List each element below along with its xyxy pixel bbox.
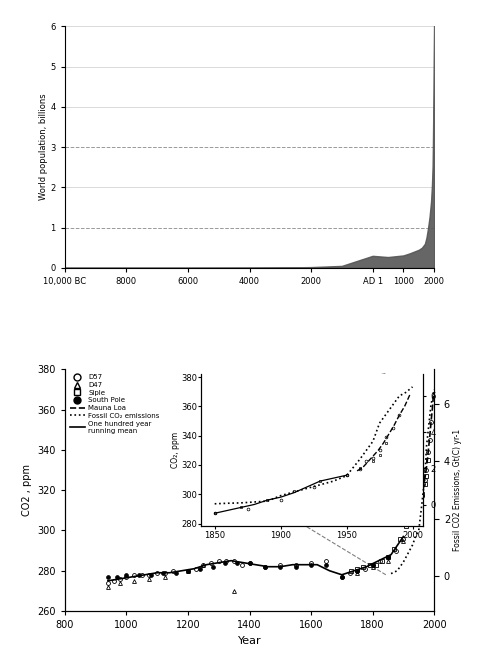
Y-axis label: World population, billions: World population, billions [39, 94, 48, 200]
Legend: D57, D47, Siple, South Pole, Mauna Loa, Fossil CO₂ emissions, One hundred year
r: D57, D47, Siple, South Pole, Mauna Loa, … [68, 373, 161, 435]
Y-axis label: CO2 , ppm: CO2 , ppm [22, 464, 32, 516]
X-axis label: Year: Year [238, 635, 261, 646]
Y-axis label: Fossil CO2 Emissions, Gt(C) yr-1: Fossil CO2 Emissions, Gt(C) yr-1 [453, 429, 462, 551]
